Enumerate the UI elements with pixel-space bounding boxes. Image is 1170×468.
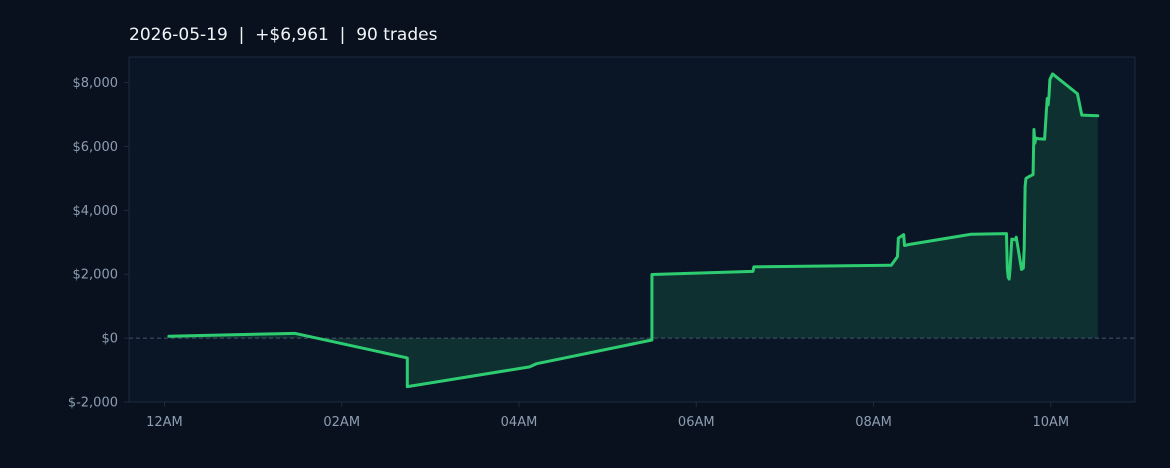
y-tick-label: $6,000 [73, 140, 119, 155]
y-tick-label: $-2,000 [68, 396, 118, 411]
chart-title: 2026-05-19 | +$6,961 | 90 trades [129, 25, 438, 45]
plot-frame [128, 56, 1136, 403]
y-tick-label: $0 [101, 332, 118, 347]
y-tick-label: $2,000 [73, 268, 119, 283]
x-tick-label: 08AM [855, 415, 892, 430]
y-tick-label: $8,000 [73, 76, 119, 91]
y-tick-label: $4,000 [73, 204, 119, 219]
x-tick-label: 10AM [1032, 415, 1069, 430]
x-tick-label: 12AM [146, 415, 183, 430]
plot-area [129, 57, 1135, 402]
pnl-line [167, 72, 1100, 389]
x-tick-label: 02AM [323, 415, 360, 430]
x-tick-label: 06AM [678, 415, 715, 430]
pnl-area-fill [168, 73, 1098, 387]
x-tick-label: 04AM [501, 415, 538, 430]
